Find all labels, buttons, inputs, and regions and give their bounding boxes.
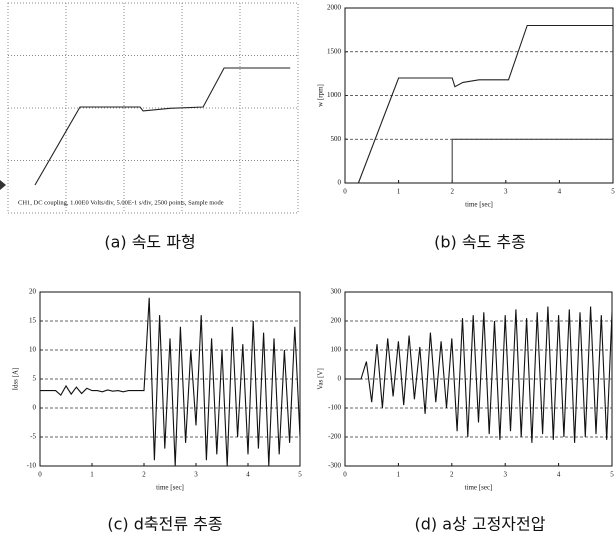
x-tick-label: 4 [557, 471, 561, 479]
x-tick-label: 3 [503, 471, 507, 479]
y-tick-label: 1500 [327, 47, 342, 55]
x-tick-label: 2 [142, 471, 146, 479]
y-tick-label: -300 [328, 462, 341, 470]
y-tick-label: 15 [29, 317, 37, 325]
y-tick-label: -200 [328, 433, 341, 441]
channel-marker [0, 180, 6, 190]
x-tick-label: 3 [194, 471, 198, 479]
y-tick-label: 20 [29, 288, 37, 296]
caption: (a) 속도 파형 [104, 233, 195, 252]
x-tick-label: 2 [450, 188, 454, 196]
x-tick-label: 2 [450, 471, 454, 479]
x-tick-label: 3 [504, 188, 508, 196]
y-tick-label: 2000 [327, 4, 342, 12]
x-tick-label: 4 [558, 188, 562, 196]
y-tick-label: 0 [338, 375, 342, 383]
data-line [345, 307, 612, 443]
x-tick-label: 0 [343, 188, 347, 196]
x-tick-label: 4 [246, 471, 250, 479]
data-line [358, 26, 613, 184]
caption: (d) a상 고정자전압 [415, 515, 546, 534]
y-tick-label: 200 [331, 317, 342, 325]
x-tick-label: 1 [90, 471, 94, 479]
y-tick-label: 10 [29, 346, 37, 354]
y-axis-label: Idss [A] [12, 368, 20, 391]
x-tick-label: 1 [397, 188, 401, 196]
x-tick-label: 0 [38, 471, 42, 479]
y-tick-label: 100 [331, 346, 342, 354]
data-line [35, 68, 290, 185]
y-tick-label: 500 [331, 135, 342, 143]
y-tick-label: 300 [331, 288, 342, 296]
x-axis-label: time [sec] [156, 484, 184, 492]
x-tick-label: 1 [397, 471, 401, 479]
y-tick-label: -5 [30, 433, 36, 441]
x-tick-label: 5 [611, 188, 615, 196]
y-tick-label: 0 [33, 404, 37, 412]
y-axis-label: Vas [V] [317, 368, 325, 390]
x-tick-label: 0 [343, 471, 347, 479]
caption: (c) d축전류 추종 [107, 515, 222, 534]
data-line [452, 139, 613, 183]
y-tick-label: -10 [27, 462, 37, 470]
x-axis-label: time [sec] [465, 484, 493, 492]
x-tick-label: 5 [298, 471, 302, 479]
y-tick-label: 0 [338, 179, 342, 187]
y-tick-label: 5 [33, 375, 37, 383]
data-line [40, 298, 300, 466]
y-tick-label: 1000 [327, 91, 342, 99]
figure: CH1, DC coupling, 1.00E0 Volts/div, 5.00… [0, 0, 615, 540]
x-tick-label: 5 [610, 471, 614, 479]
y-axis-label: w [rpm] [317, 84, 325, 107]
x-axis-label: time [sec] [465, 201, 493, 209]
caption: (b) 속도 추종 [434, 233, 526, 252]
y-tick-label: -100 [328, 404, 341, 412]
scope-annotation: CH1, DC coupling, 1.00E0 Volts/div, 5.00… [18, 199, 224, 206]
